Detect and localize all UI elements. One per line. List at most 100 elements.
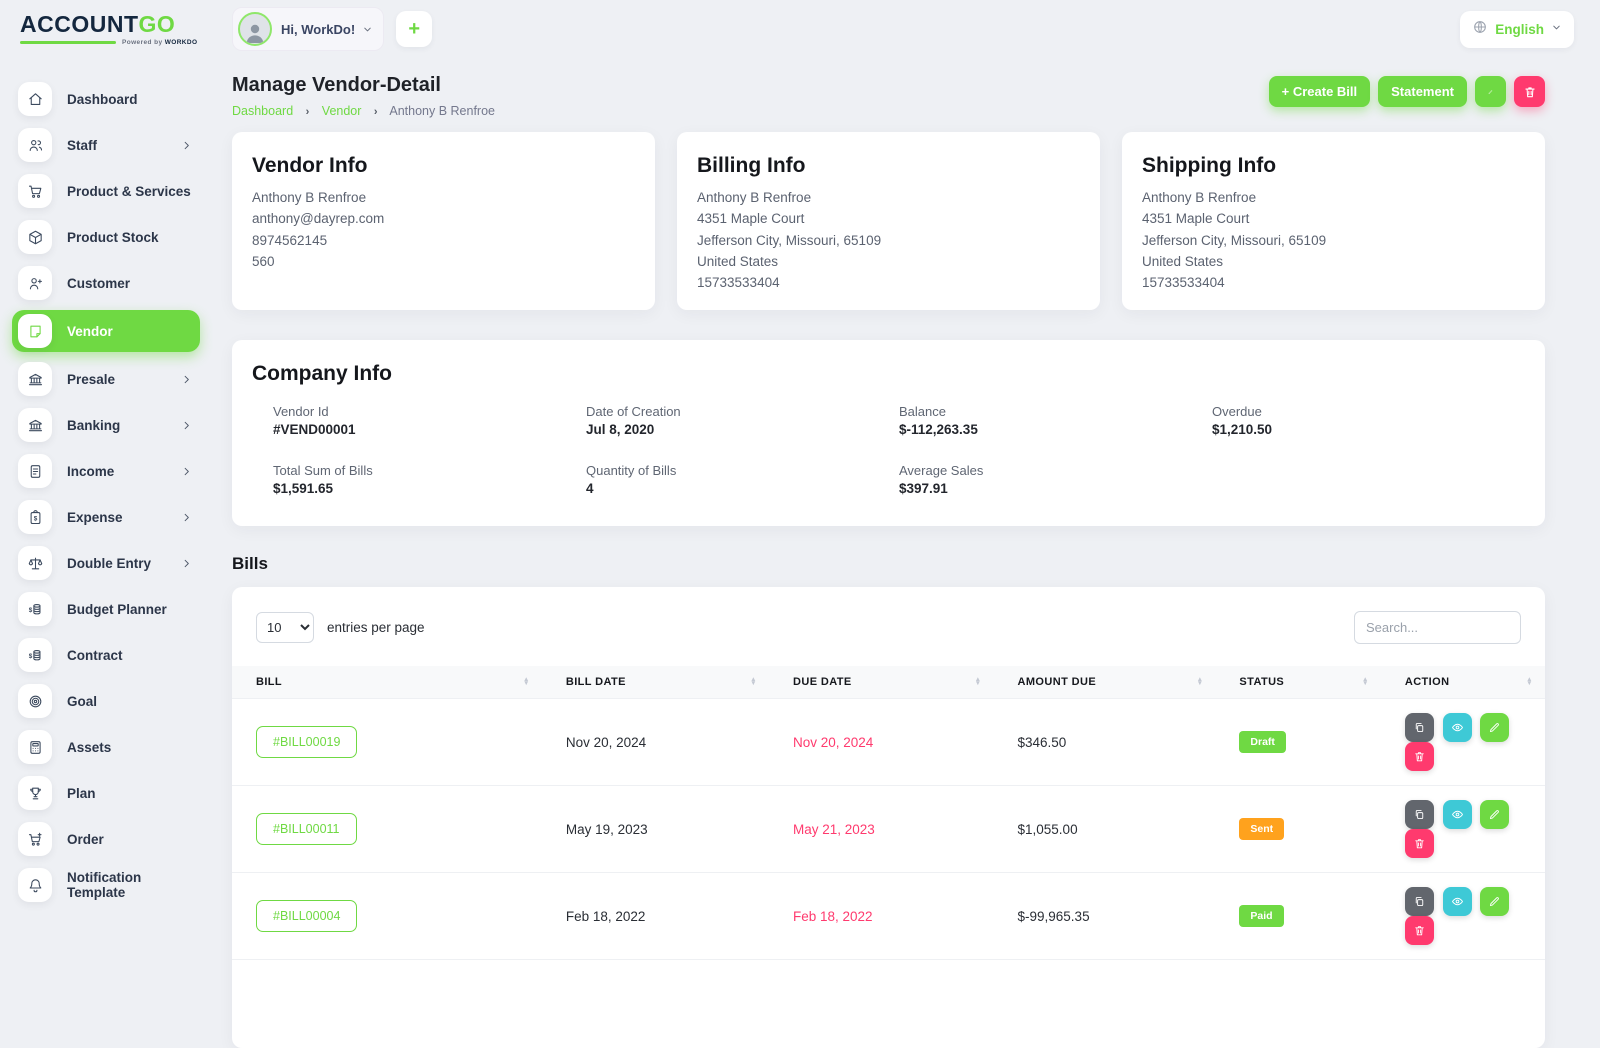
sidebar-item-banking[interactable]: Banking	[12, 406, 200, 444]
calculator-icon	[18, 730, 52, 764]
sidebar-item-notification-template[interactable]: Notification Template	[12, 866, 200, 904]
sidebar-item-expense[interactable]: $ Expense	[12, 498, 200, 536]
column-header-bill[interactable]: BILL ▲ ▼	[232, 666, 542, 699]
sidebar-item-double-entry[interactable]: Double Entry	[12, 544, 200, 582]
sidebar-item-contract[interactable]: $ Contract	[12, 636, 200, 674]
duplicate-bill-button[interactable]	[1404, 713, 1434, 742]
chevron-right-icon: ›	[305, 106, 310, 118]
language-selector[interactable]: English	[1460, 10, 1574, 48]
vendor-email: anthony@dayrep.com	[252, 211, 385, 227]
duplicate-bill-button[interactable]	[1404, 800, 1434, 829]
status-badge: Draft	[1239, 731, 1286, 753]
sidebar-item-product-services[interactable]: Product & Services	[12, 172, 200, 210]
billing-name: Anthony B Renfroe	[697, 190, 812, 205]
sidebar-item-presale[interactable]: Presale	[12, 360, 200, 398]
target-icon	[18, 684, 52, 718]
edit-vendor-button[interactable]	[1475, 76, 1506, 107]
edit-bill-button[interactable]	[1480, 887, 1510, 916]
cart-plus-icon	[18, 822, 52, 856]
breadcrumb-vendor[interactable]: Vendor	[321, 104, 362, 118]
copy-icon	[1415, 896, 1424, 907]
shipping-country: United States	[1142, 253, 1224, 269]
bank-icon	[18, 362, 52, 396]
trash-icon	[1415, 752, 1424, 762]
quick-add-button[interactable]: +	[396, 11, 433, 47]
sort-icon[interactable]: ▲ ▼	[1526, 676, 1533, 687]
copy-icon	[1415, 809, 1424, 820]
view-bill-button[interactable]	[1442, 800, 1472, 829]
billing-info-card: Billing Info Anthony B Renfroe 4351 Mapl…	[677, 132, 1100, 310]
amount-due-cell: $-99,965.35	[993, 872, 1216, 960]
delete-vendor-button[interactable]	[1514, 76, 1545, 107]
app-logo[interactable]: ACCOUNTGO Powered by WORKDO	[20, 12, 232, 46]
status-badge: Paid	[1239, 905, 1284, 927]
sort-icon[interactable]: ▲ ▼	[1362, 676, 1369, 687]
sidebar: Dashboard Staff Product & Services Produ…	[0, 58, 212, 912]
statement-button[interactable]: Statement	[1378, 76, 1467, 107]
sidebar-item-order[interactable]: Order	[12, 820, 200, 858]
vendor-code: 560	[252, 253, 275, 269]
delete-bill-button[interactable]	[1404, 916, 1434, 945]
breadcrumb-dashboard[interactable]: Dashboard	[232, 104, 294, 118]
eye-icon	[1451, 897, 1463, 906]
user-menu[interactable]: Hi, WorkDo!	[232, 7, 385, 51]
breadcrumb-current: Anthony B Renfroe	[389, 104, 495, 118]
field-total-sum-of-bills: Total Sum of Bills $1,591.65	[273, 463, 373, 496]
column-header-status[interactable]: STATUS ▲ ▼	[1215, 666, 1381, 699]
chevron-down-icon	[362, 24, 373, 35]
bell-icon	[18, 868, 52, 902]
vendor-info-title: Vendor Info	[252, 154, 368, 177]
company-info-title: Company Info	[252, 362, 392, 385]
user-plus-icon	[18, 266, 52, 300]
duplicate-bill-button[interactable]	[1404, 887, 1434, 916]
view-bill-button[interactable]	[1442, 713, 1472, 742]
edit-bill-button[interactable]	[1480, 800, 1510, 829]
eye-icon	[1451, 723, 1463, 732]
column-header-due-date[interactable]: DUE DATE ▲ ▼	[769, 666, 994, 699]
edit-bill-button[interactable]	[1480, 713, 1510, 742]
shipping-city: Jefferson City, Missouri, 65109	[1142, 232, 1327, 248]
vendor-phone: 8974562145	[252, 232, 328, 248]
delete-bill-button[interactable]	[1404, 742, 1434, 771]
sidebar-item-income[interactable]: Income	[12, 452, 200, 490]
delete-bill-button[interactable]	[1404, 829, 1434, 858]
pencil-icon	[1490, 810, 1500, 820]
bill-number-link[interactable]: #BILL00019	[256, 726, 358, 758]
pencil-icon	[1490, 897, 1500, 907]
bill-number-link[interactable]: #BILL00004	[256, 900, 358, 932]
view-bill-button[interactable]	[1442, 887, 1472, 916]
bill-date-cell: May 19, 2023	[541, 785, 769, 873]
sidebar-item-assets[interactable]: Assets	[12, 728, 200, 766]
billing-city: Jefferson City, Missouri, 65109	[697, 232, 882, 248]
page-size-select[interactable]: 10	[256, 612, 314, 643]
bill-number-link[interactable]: #BILL00011	[256, 813, 357, 845]
column-header-action[interactable]: ACTION ▲ ▼	[1380, 666, 1545, 699]
sort-icon[interactable]: ▲ ▼	[750, 676, 757, 687]
sidebar-item-dashboard[interactable]: Dashboard	[12, 80, 200, 118]
sidebar-item-goal[interactable]: Goal	[12, 682, 200, 720]
sort-icon[interactable]: ▲ ▼	[1196, 676, 1204, 687]
sidebar-item-budget-planner[interactable]: $ Budget Planner	[12, 590, 200, 628]
coins-dollar-icon: $	[18, 592, 52, 626]
column-header-bill-date[interactable]: BILL DATE ▲ ▼	[541, 666, 769, 699]
sidebar-item-vendor[interactable]: Vendor	[12, 310, 200, 352]
svg-text:$: $	[33, 515, 37, 522]
column-header-amount-due[interactable]: AMOUNT DUE ▲ ▼	[993, 666, 1216, 699]
billing-info-title: Billing Info	[697, 154, 806, 177]
sort-icon[interactable]: ▲ ▼	[974, 676, 982, 687]
user-avatar	[238, 12, 272, 46]
trash-icon	[1415, 839, 1424, 849]
coins-dollar-icon: $	[18, 638, 52, 672]
sort-icon[interactable]: ▲ ▼	[523, 676, 530, 687]
field-vendor-id: Vendor Id #VEND00001	[273, 404, 356, 437]
table-row: #BILL00011 May 19, 2023 May 21, 2023 $1,…	[232, 785, 1545, 873]
chevron-right-icon	[181, 466, 192, 477]
sidebar-item-staff[interactable]: Staff	[12, 126, 200, 164]
chevron-right-icon	[181, 512, 192, 523]
create-bill-button[interactable]: + Create Bill	[1268, 76, 1371, 107]
eye-icon	[1451, 810, 1463, 819]
sidebar-item-product-stock[interactable]: Product Stock	[12, 218, 200, 256]
sidebar-item-customer[interactable]: Customer	[12, 264, 200, 302]
bills-search-input[interactable]	[1354, 611, 1521, 644]
sidebar-item-plan[interactable]: Plan	[12, 774, 200, 812]
